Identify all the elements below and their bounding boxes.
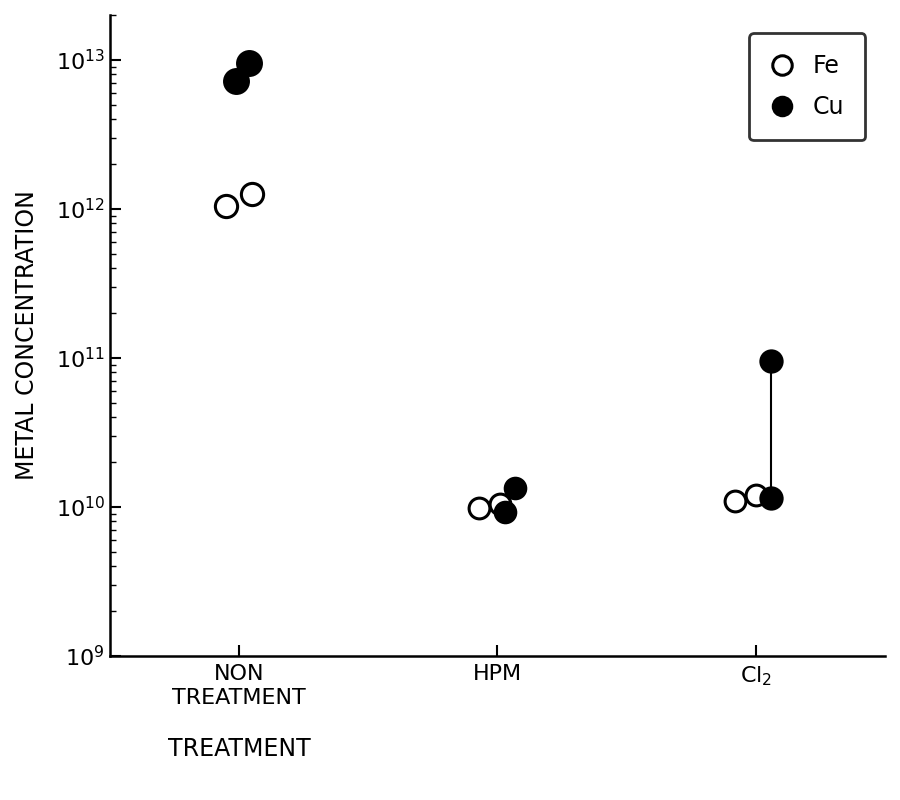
Point [508, 481, 523, 494]
Point [728, 494, 742, 507]
Point [749, 489, 763, 502]
Legend: Fe, Cu: Fe, Cu [749, 34, 866, 140]
Point [242, 56, 256, 69]
Point [764, 491, 778, 504]
Point [492, 498, 507, 510]
Point [764, 355, 778, 368]
Point [219, 199, 233, 212]
Point [498, 506, 512, 518]
Y-axis label: METAL CONCENTRATION: METAL CONCENTRATION [15, 190, 39, 481]
Point [472, 502, 487, 514]
Point [245, 188, 259, 201]
Text: TREATMENT: TREATMENT [167, 737, 310, 761]
Point [230, 74, 244, 87]
